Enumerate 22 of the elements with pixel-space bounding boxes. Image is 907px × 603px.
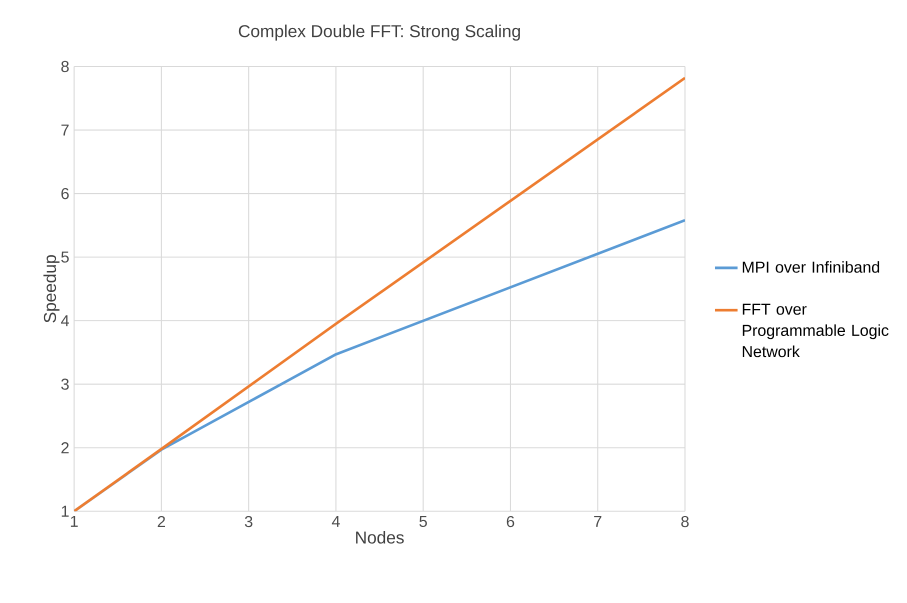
y-tick-label: 7 [61,124,69,136]
y-tick-label: 2 [61,442,69,454]
x-tick-label: 3 [244,516,252,528]
line-series [74,76,685,512]
y-tick-label: 4 [60,315,69,326]
y-tick-label: 8 [61,61,69,72]
y-tick-label: 1 [62,506,69,517]
x-tick-label: 5 [419,516,427,528]
y-tick-label: 5 [61,252,69,263]
legend-label: MPI over Infiniband [742,261,880,273]
y-tick-label: 3 [61,378,69,390]
y-axis-title: Speedup [43,255,60,323]
x-tick-label: 7 [594,516,602,528]
chart-title: Complex Double FFT: Strong Scaling [238,24,520,41]
x-tick-label: 8 [681,516,689,528]
legend-label: FFT over Programmable Logic Network [742,304,889,358]
x-tick-label: 6 [506,516,514,528]
x-tick-label: 4 [332,516,340,528]
y-tick-label: 6 [61,188,69,200]
x-tick-label: 2 [158,516,166,528]
x-axis-title: Nodes [356,531,404,544]
x-tick-label: 1 [70,516,78,528]
